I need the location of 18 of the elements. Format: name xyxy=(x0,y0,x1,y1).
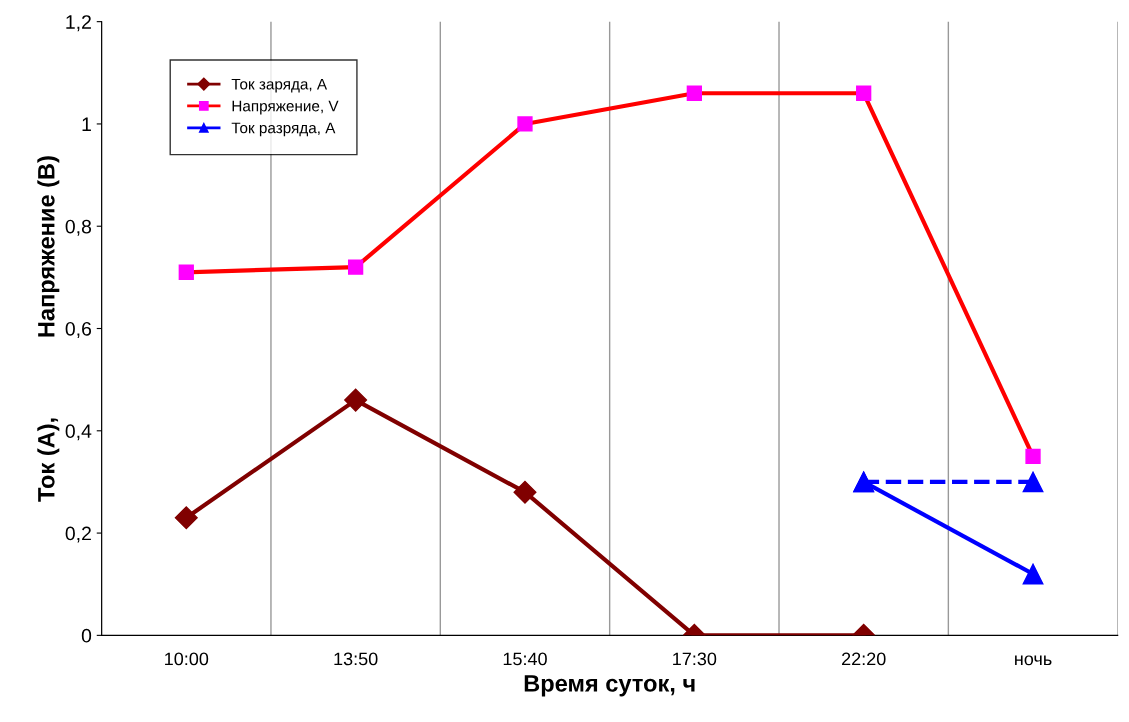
x-tick-label: 22:20 xyxy=(842,652,886,666)
legend-label: Ток разряда, А xyxy=(231,122,336,137)
x-axis-title: Время суток, ч xyxy=(524,675,695,697)
x-tick-label: 13:50 xyxy=(334,652,378,666)
y-axis-title: Ток (А), Напряжение (В) xyxy=(37,156,60,502)
x-tick-label: 17:30 xyxy=(673,652,717,666)
y-tick-label: 1,2 xyxy=(66,15,91,32)
y-tick-label: 0,8 xyxy=(65,219,92,236)
y-tick-label: 0,6 xyxy=(65,321,92,339)
x-tick-label: 15:40 xyxy=(503,652,547,666)
x-tick-label: ночь xyxy=(1015,655,1052,666)
x-tick-label: 10:00 xyxy=(165,652,209,666)
y-tick-label: 0 xyxy=(81,628,92,643)
legend-label: Напряжение, V xyxy=(232,100,339,115)
y-tick-label: 0,4 xyxy=(65,424,92,441)
legend-label: Ток заряда, А xyxy=(231,78,328,93)
y-tick-label: 0,2 xyxy=(65,526,91,543)
y-tick-label: 1 xyxy=(82,117,91,131)
